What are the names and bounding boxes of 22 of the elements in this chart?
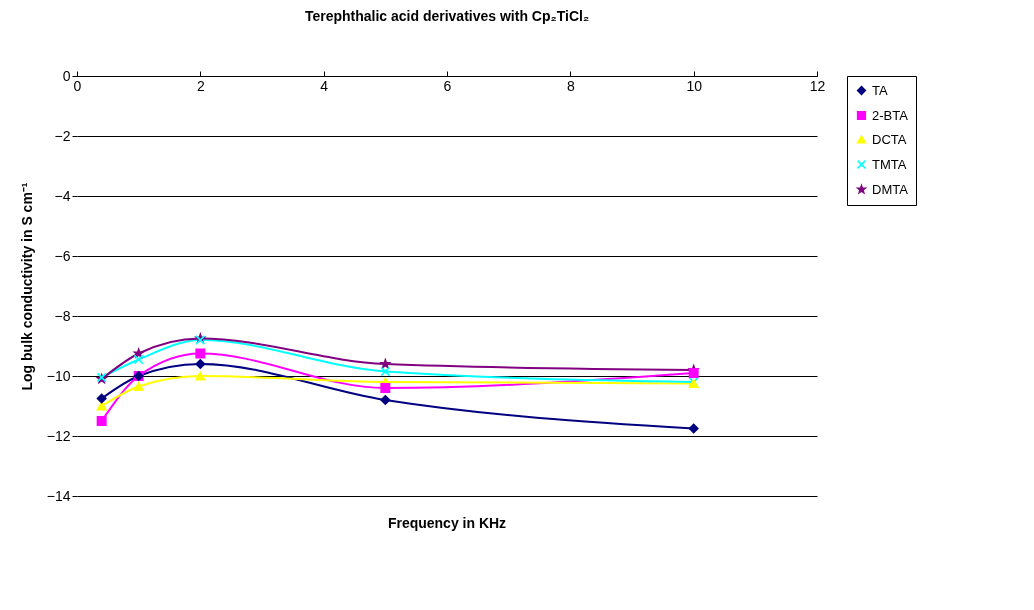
legend-label: TMTA bbox=[872, 156, 907, 172]
x-tick-label: 0 bbox=[73, 77, 82, 94]
legend-label: DMTA bbox=[872, 181, 909, 197]
y-tick-label: −2 bbox=[54, 127, 71, 144]
legend-label: TA bbox=[872, 82, 888, 98]
y-tick-label: −10 bbox=[46, 367, 71, 384]
x-tick-label: 2 bbox=[196, 77, 205, 94]
y-tick-label: −6 bbox=[54, 247, 71, 264]
x-tick-label: 10 bbox=[686, 77, 703, 94]
y-tick-label: −4 bbox=[54, 187, 71, 204]
chart-title: Terephthalic acid derivatives with Cp₂TiCl₂ bbox=[304, 8, 590, 24]
legend-label: DCTA bbox=[872, 131, 907, 147]
y-tick-label: −8 bbox=[54, 307, 71, 324]
x-tick-label: 8 bbox=[566, 77, 575, 94]
y-tick-label: −12 bbox=[46, 427, 71, 444]
x-axis-title: Frequency in KHz bbox=[387, 515, 507, 531]
y-tick-label: −14 bbox=[46, 487, 71, 504]
x-tick-label: 4 bbox=[320, 77, 329, 94]
legend-label: 2-BTA bbox=[872, 107, 909, 123]
y-axis-title: Log bulk conductivity in S cm⁻¹ bbox=[18, 182, 35, 391]
x-tick-label: 12 bbox=[809, 77, 826, 94]
x-tick-label: 6 bbox=[443, 77, 452, 94]
